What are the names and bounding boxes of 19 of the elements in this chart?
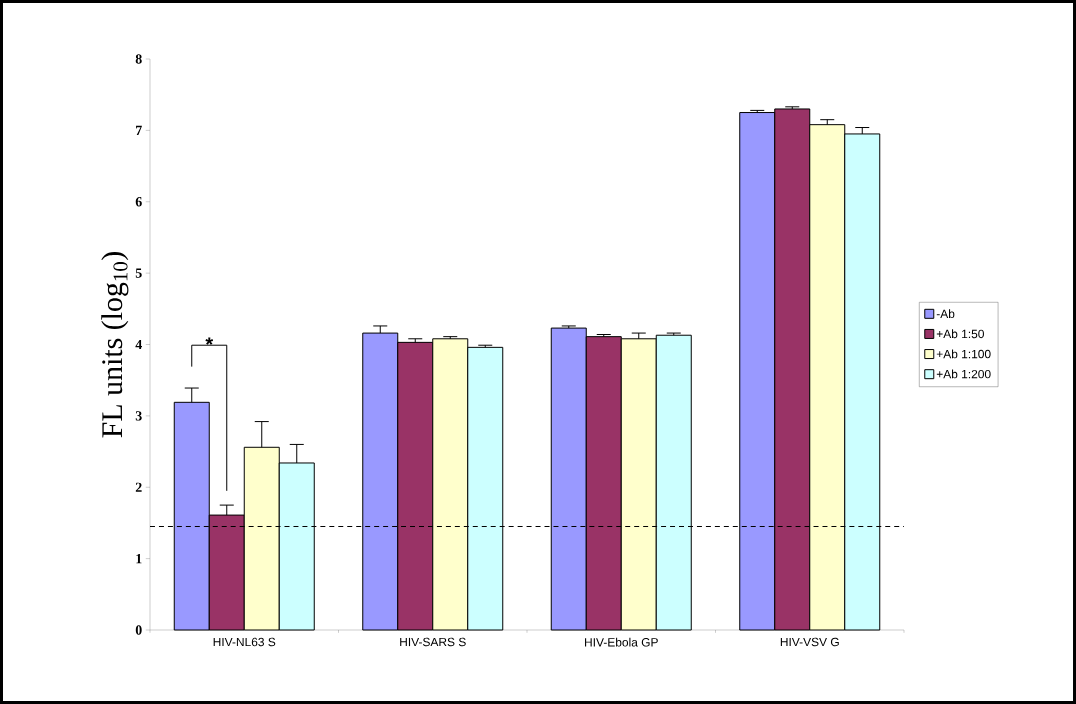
y-tick-label: 6 [135,197,142,207]
legend-label: +Ab 1:100 [936,349,991,359]
legend-label: +Ab 1:50 [936,329,984,339]
legend-label: -Ab [936,309,955,319]
y-tick-label: 3 [135,411,142,421]
x-tick-label: HIV-Ebola GP [585,637,658,647]
y-tick-label: 7 [136,125,142,135]
x-tick-label: HIV-SARS S [400,637,466,647]
legend-label: +Ab 1:200 [936,369,991,379]
annotation: * [205,337,214,345]
y-tick-label: 2 [135,482,142,492]
y-tick-label: 0 [135,625,142,635]
x-tick-label: HIV-VSV G [780,637,839,647]
y-tick-label: 8 [135,54,142,64]
y-tick-label: 5 [135,268,142,278]
y-axis-title: FL units (log$_{10}$) [101,252,129,438]
x-tick-label: HIV-NL63 S [213,637,276,647]
y-tick-label: 4 [135,339,142,350]
y-tick-label: 1 [136,554,142,564]
